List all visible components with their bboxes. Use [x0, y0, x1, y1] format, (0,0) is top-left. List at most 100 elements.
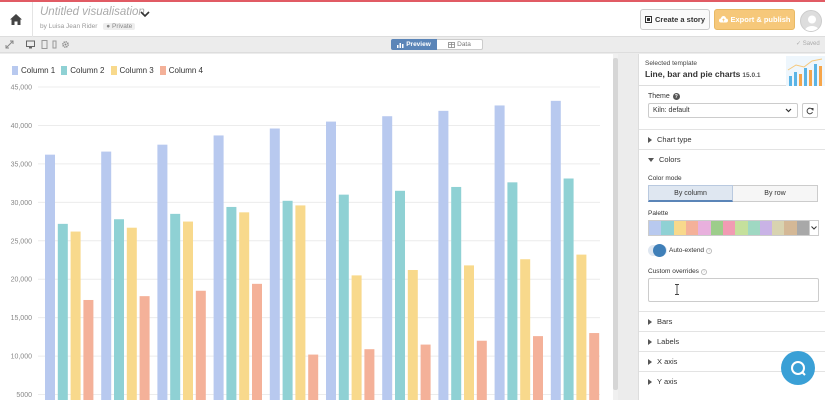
- chevron-down-icon[interactable]: [139, 8, 151, 20]
- desktop-icon[interactable]: [26, 40, 35, 49]
- bar[interactable]: [550, 100, 561, 400]
- palette-dropdown[interactable]: [809, 220, 819, 236]
- palette-swatch[interactable]: [673, 221, 686, 235]
- visualisation-title[interactable]: Untitled visualisation: [40, 6, 145, 18]
- bar[interactable]: [282, 200, 293, 400]
- bar[interactable]: [520, 259, 531, 400]
- bar[interactable]: [252, 283, 262, 400]
- palette-swatch[interactable]: [722, 221, 736, 235]
- legend-item[interactable]: Column 1: [12, 66, 55, 75]
- bar[interactable]: [57, 223, 68, 400]
- bar[interactable]: [563, 178, 574, 400]
- section-chart-type[interactable]: Chart type: [639, 129, 825, 149]
- help-icon[interactable]: ?: [672, 93, 680, 100]
- bar[interactable]: [308, 354, 319, 400]
- bar[interactable]: [494, 105, 505, 400]
- bar[interactable]: [126, 227, 137, 400]
- check-icon: ✓: [796, 41, 802, 47]
- privacy-badge[interactable]: ● Private: [103, 23, 136, 30]
- legend-item[interactable]: Column 3: [110, 66, 154, 75]
- palette-swatch[interactable]: [784, 221, 797, 235]
- bar[interactable]: [269, 128, 280, 400]
- palette-picker[interactable]: [648, 220, 810, 236]
- gear-icon[interactable]: [61, 40, 70, 49]
- bar[interactable]: [507, 182, 518, 400]
- create-story-button[interactable]: Create a story: [640, 9, 710, 30]
- section-bars[interactable]: Bars: [639, 311, 825, 331]
- help-icon[interactable]: ?: [700, 268, 707, 275]
- palette-swatch[interactable]: [747, 221, 760, 235]
- scrollbar-thumb[interactable]: [613, 58, 618, 390]
- bar[interactable]: [364, 349, 375, 400]
- custom-overrides-input[interactable]: [648, 278, 819, 302]
- avatar-icon: [804, 15, 820, 31]
- user-avatar[interactable]: [800, 10, 822, 32]
- chart-canvas: Column 1 Column 2 Column 3 Column 4 45,000 4…: [0, 54, 613, 400]
- bar[interactable]: [213, 135, 224, 400]
- bar[interactable]: [295, 205, 306, 400]
- bar[interactable]: [183, 221, 193, 400]
- chat-icon: [791, 361, 806, 376]
- palette-swatch[interactable]: [796, 221, 810, 235]
- bar[interactable]: [589, 333, 600, 400]
- bar[interactable]: [226, 206, 237, 400]
- palette-swatch[interactable]: [698, 221, 711, 235]
- bar[interactable]: [451, 186, 462, 400]
- bar[interactable]: [139, 296, 150, 400]
- help-chat-button[interactable]: [781, 351, 815, 385]
- bar[interactable]: [326, 121, 336, 400]
- mode-by-column-button[interactable]: By column: [648, 185, 733, 202]
- bar[interactable]: [533, 336, 543, 400]
- bar[interactable]: [45, 154, 55, 400]
- toggle-knob[interactable]: [653, 244, 666, 257]
- help-icon[interactable]: ?: [706, 247, 713, 254]
- home-button[interactable]: [0, 2, 33, 37]
- bar[interactable]: [114, 219, 124, 400]
- expand-icon[interactable]: [5, 40, 14, 49]
- palette-swatch[interactable]: [759, 221, 773, 235]
- tab-preview[interactable]: Preview: [391, 39, 437, 50]
- bar[interactable]: [338, 194, 349, 400]
- mode-by-row-button[interactable]: By row: [733, 185, 818, 202]
- palette-swatch[interactable]: [735, 221, 748, 235]
- bar[interactable]: [576, 254, 587, 400]
- section-colors[interactable]: Colors: [639, 149, 825, 169]
- legend-item[interactable]: Column 4: [159, 66, 203, 75]
- bar[interactable]: [438, 110, 449, 400]
- bar[interactable]: [157, 144, 168, 400]
- bar[interactable]: [101, 151, 112, 400]
- bar[interactable]: [170, 213, 181, 400]
- template-name-text: Line, bar and pie charts: [645, 69, 741, 79]
- bar[interactable]: [351, 275, 362, 400]
- bar[interactable]: [395, 190, 405, 400]
- theme-select[interactable]: Kiln: default: [648, 103, 798, 118]
- section-labels[interactable]: Labels: [639, 331, 825, 351]
- auto-extend-toggle[interactable]: [648, 244, 667, 257]
- theme-refresh-button[interactable]: [802, 103, 818, 118]
- theme-label-text: Theme: [648, 93, 670, 100]
- bar[interactable]: [464, 265, 474, 400]
- palette-swatch[interactable]: [710, 221, 723, 235]
- bar[interactable]: [83, 299, 94, 400]
- canvas-scrollbar[interactable]: [613, 54, 618, 400]
- palette-swatch[interactable]: [772, 221, 785, 235]
- template-info[interactable]: Selected template Line, bar and pie char…: [639, 54, 825, 86]
- bar[interactable]: [382, 116, 393, 400]
- export-publish-button[interactable]: Export & publish: [714, 9, 795, 30]
- section-x-axis-label: X axis: [657, 357, 678, 366]
- palette-swatch[interactable]: [661, 221, 674, 235]
- section-x-axis[interactable]: X axis: [639, 351, 825, 371]
- bar[interactable]: [239, 212, 250, 400]
- bar[interactable]: [420, 344, 431, 400]
- bar[interactable]: [70, 231, 81, 400]
- palette-swatch[interactable]: [649, 221, 662, 235]
- palette-swatch[interactable]: [685, 221, 699, 235]
- mobile-icon[interactable]: [50, 40, 59, 49]
- bar[interactable]: [195, 290, 206, 400]
- bar[interactable]: [407, 269, 418, 400]
- legend-item[interactable]: Column 2: [61, 66, 105, 75]
- tab-data[interactable]: Data: [437, 39, 483, 50]
- tablet-icon[interactable]: [40, 40, 49, 49]
- section-y-axis[interactable]: Y axis: [639, 371, 825, 391]
- bar[interactable]: [476, 340, 487, 400]
